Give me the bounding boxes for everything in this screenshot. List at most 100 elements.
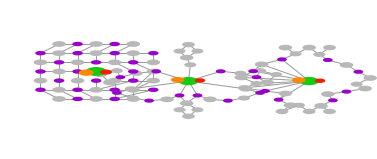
Circle shape [160,97,174,102]
Circle shape [192,48,204,54]
Circle shape [254,68,266,73]
Circle shape [363,75,377,81]
Circle shape [323,109,336,114]
Circle shape [238,96,250,101]
Circle shape [180,55,193,60]
Circle shape [321,91,334,97]
Circle shape [351,82,363,87]
Circle shape [128,69,138,74]
Circle shape [125,86,138,92]
Circle shape [52,50,66,56]
Circle shape [171,77,185,83]
Circle shape [52,87,66,93]
Circle shape [302,45,316,50]
Circle shape [184,62,196,67]
Circle shape [91,78,101,83]
Circle shape [179,77,198,85]
Circle shape [127,96,139,101]
Circle shape [89,87,103,93]
Circle shape [100,69,112,75]
Circle shape [274,98,284,102]
Circle shape [223,99,233,103]
Circle shape [151,69,161,73]
Circle shape [303,109,316,114]
Circle shape [250,81,262,86]
Circle shape [148,51,159,55]
Circle shape [147,69,160,74]
Circle shape [126,96,140,102]
Circle shape [89,96,103,102]
Circle shape [173,48,185,54]
Circle shape [290,51,302,56]
Circle shape [71,78,84,83]
Circle shape [315,79,325,83]
Circle shape [112,91,122,95]
Circle shape [91,60,101,65]
Circle shape [52,96,66,102]
Circle shape [72,69,83,74]
Circle shape [34,78,47,83]
Circle shape [323,45,336,50]
Circle shape [279,45,292,50]
Circle shape [173,107,185,112]
Circle shape [95,72,107,77]
Circle shape [126,41,140,47]
Circle shape [251,75,262,79]
Circle shape [126,50,140,56]
Circle shape [115,75,125,79]
Circle shape [353,70,363,74]
Circle shape [182,42,195,47]
Circle shape [358,86,372,91]
Circle shape [260,89,270,93]
Circle shape [35,51,46,55]
Circle shape [293,103,305,108]
Circle shape [148,88,159,92]
Circle shape [89,50,103,56]
Circle shape [79,69,94,76]
Circle shape [342,90,351,94]
Circle shape [261,80,274,85]
Circle shape [126,87,140,93]
Circle shape [108,78,121,83]
Circle shape [192,107,204,112]
Circle shape [203,97,217,102]
Circle shape [277,57,287,61]
Circle shape [299,77,319,85]
Circle shape [239,86,252,92]
Circle shape [89,41,103,47]
Circle shape [147,59,160,65]
Circle shape [72,42,83,46]
Circle shape [314,103,328,109]
Circle shape [234,71,247,76]
Circle shape [313,52,325,57]
Circle shape [270,72,282,77]
Circle shape [147,78,160,83]
Circle shape [35,88,46,92]
Circle shape [109,88,120,92]
Circle shape [255,62,268,67]
Circle shape [255,91,265,95]
Circle shape [34,59,47,65]
Circle shape [72,88,83,92]
Circle shape [109,51,120,55]
Circle shape [182,114,195,119]
Circle shape [72,97,83,101]
Circle shape [248,69,258,73]
Circle shape [292,77,306,83]
Circle shape [323,58,333,62]
Circle shape [109,42,120,46]
Circle shape [35,69,46,74]
Circle shape [71,59,84,65]
Circle shape [86,67,107,76]
Circle shape [128,60,138,65]
Circle shape [216,69,225,73]
Circle shape [144,99,154,103]
Circle shape [109,97,120,101]
Circle shape [234,75,248,80]
Circle shape [52,41,66,47]
Circle shape [195,78,205,83]
Circle shape [276,109,288,114]
Circle shape [175,93,184,97]
Circle shape [130,71,143,76]
Circle shape [180,100,193,106]
